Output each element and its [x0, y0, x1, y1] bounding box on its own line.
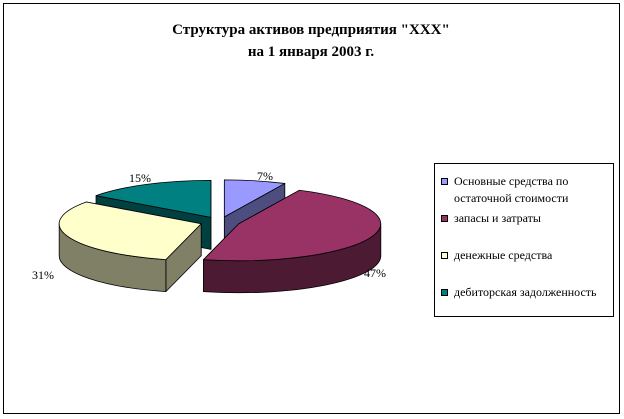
data-label-inventory: 47%	[364, 266, 386, 280]
slice-fixed-assets	[223, 179, 286, 218]
legend-entry-fixed-assets: Основные средства по остаточной стоимост…	[441, 173, 609, 207]
pie-plot	[58, 179, 382, 294]
legend-label-fixed-assets: Основные средства по остаточной стоимост…	[454, 174, 569, 205]
slice-inventory	[203, 189, 382, 262]
legend: Основные средства по остаточной стоимост…	[434, 163, 614, 317]
legend-swatch-inventory	[441, 215, 448, 222]
data-label-fixed-assets: 7%	[257, 169, 273, 183]
legend-entry-receivables: дебиторская задолженность	[441, 284, 609, 301]
chart-title-line-1: Структура активов предприятия "XXX"	[172, 22, 450, 38]
legend-entry-inventory: запасы и затраты	[441, 210, 609, 227]
slice-receivables	[95, 179, 212, 218]
legend-entry-cash: денежные средства	[441, 247, 609, 264]
chart-title-line-2: на 1 января 2003 г.	[248, 44, 375, 60]
legend-swatch-cash	[441, 252, 448, 259]
legend-label-cash: денежные средства	[454, 248, 553, 262]
data-label-receivables: 15%	[129, 171, 151, 185]
legend-label-receivables: дебиторская задолженность	[454, 285, 597, 299]
slice-cash	[58, 201, 202, 260]
data-labels: 7% 47% 31% 15%	[32, 169, 386, 282]
legend-label-inventory: запасы и затраты	[454, 211, 541, 225]
legend-swatch-receivables	[441, 289, 448, 296]
legend-swatch-fixed-assets	[441, 178, 448, 185]
data-label-cash: 31%	[32, 268, 54, 282]
